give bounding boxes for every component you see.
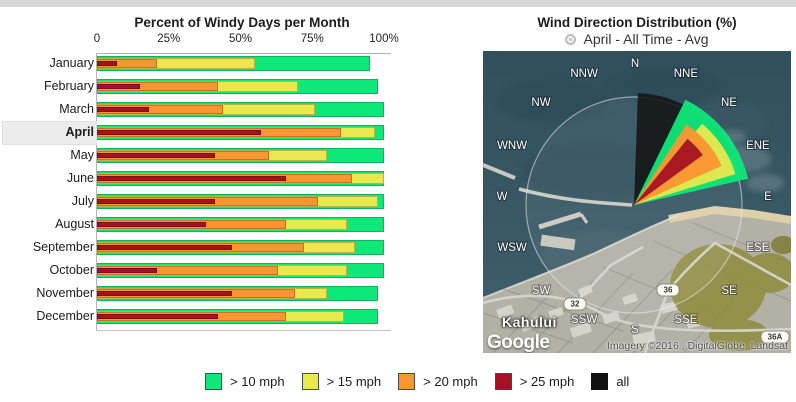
place-label: Kahului	[502, 314, 557, 330]
month-label[interactable]: July	[71, 194, 94, 208]
radio-icon[interactable]	[565, 33, 577, 45]
chart-title: Percent of Windy Days per Month	[134, 15, 350, 31]
month-label[interactable]: September	[32, 240, 94, 254]
bar-segment[interactable]	[97, 314, 218, 319]
buildings	[496, 234, 702, 346]
road-shield	[656, 283, 680, 297]
bar-segment[interactable]	[97, 199, 215, 204]
map[interactable]: N NNE NE ENE E ESE SE SSE S SSW SW WSW W WNW NW NNW 32 3…	[483, 51, 791, 353]
bar-segment[interactable]	[97, 245, 232, 250]
month-label[interactable]: August	[55, 217, 94, 231]
bar-segment[interactable]	[97, 266, 278, 275]
month-label[interactable]: February	[43, 79, 94, 93]
road-shield-label: 36A	[768, 333, 783, 342]
compass-label-ene: ENE	[746, 140, 770, 152]
bar-segment[interactable]	[97, 176, 287, 181]
road-shields: 32 36 36A	[563, 283, 790, 344]
x-tick-label: 75%	[300, 33, 324, 45]
legend-item: > 10 mph	[205, 373, 285, 390]
bar-segment[interactable]	[97, 130, 261, 135]
bar-segment[interactable]	[97, 59, 158, 68]
legend: > 10 mph > 15 mph > 20 mph > 25 mph all	[205, 373, 629, 390]
month-label[interactable]: April	[65, 125, 94, 139]
compass-label-wnw: WNW	[497, 140, 527, 152]
legend-item: > 20 mph	[398, 373, 478, 390]
dataset-selector[interactable]: April - All Time - Avg	[483, 30, 791, 48]
piers	[483, 163, 633, 230]
top-strip	[0, 0, 796, 7]
compass-label-w: W	[497, 191, 508, 203]
bar-segment[interactable]	[97, 82, 218, 91]
shoreline	[483, 214, 680, 299]
dataset-selector-label: April - All Time - Avg	[583, 31, 709, 47]
legend-swatch	[301, 373, 319, 390]
road-shield	[563, 297, 587, 311]
legend-swatch	[398, 373, 416, 390]
legend-label: all	[616, 374, 630, 389]
legend-swatch	[205, 373, 222, 390]
bar-segment[interactable]	[97, 107, 149, 112]
compass-label-wsw: WSW	[497, 242, 527, 254]
legend-swatch	[494, 373, 512, 390]
bar-segment[interactable]	[97, 153, 215, 158]
legend-label: > 10 mph	[230, 374, 285, 389]
month-label[interactable]: January	[49, 56, 94, 70]
selected-month-highlight	[2, 121, 97, 145]
compass-label-n: N	[631, 58, 639, 70]
month-label[interactable]: October	[49, 263, 94, 277]
x-tick-label: 25%	[157, 33, 181, 45]
month-label[interactable]: March	[59, 102, 94, 116]
road-shield	[760, 330, 790, 344]
compass-label-nne: NNE	[674, 68, 699, 80]
x-tick-label: 50%	[228, 33, 253, 45]
bar-segment[interactable]	[97, 291, 232, 296]
compass-label-nw: NW	[531, 97, 550, 109]
map-title: Wind Direction Distribution (%)	[537, 15, 737, 31]
month-label[interactable]: June	[66, 171, 94, 185]
month-label[interactable]: December	[36, 309, 94, 323]
bar-segment[interactable]	[97, 84, 140, 89]
y-axis-line	[96, 53, 97, 331]
compass-label-sse: SSE	[674, 314, 697, 326]
bar-segment[interactable]	[97, 222, 207, 227]
legend-item: > 25 mph	[494, 373, 575, 390]
legend-item: all	[591, 373, 629, 390]
month-label[interactable]: May	[70, 148, 94, 162]
legend-label: > 20 mph	[423, 374, 478, 389]
wind-rose	[634, 93, 748, 205]
bar-segment[interactable]	[97, 105, 224, 114]
compass-label-nnw: NNW	[570, 68, 598, 80]
legend-item: > 15 mph	[301, 373, 382, 390]
map-attribution: Imagery ©2016 , DigitalGlobe, Landsat	[606, 340, 788, 352]
compass-labels: N NNE NE ENE E ESE SE SSE S SSW SW WSW W WNW NW NNW	[496, 57, 774, 337]
compass-label-se: SE	[721, 285, 737, 297]
compass-label-ese: ESE	[746, 242, 769, 254]
compass-label-ssw: SSW	[571, 314, 597, 326]
x-tick-label: 100%	[369, 33, 399, 45]
legend-label: > 15 mph	[326, 374, 382, 389]
bar-segment[interactable]	[97, 58, 255, 69]
chart-bottom-line	[96, 330, 391, 331]
rose-petal-25mph	[634, 138, 703, 205]
x-tick-label: 0	[93, 33, 101, 45]
legend-swatch	[591, 373, 609, 390]
compass-label-e: E	[764, 191, 772, 203]
compass-label-sw: SW	[532, 285, 551, 297]
compass-label-s: S	[631, 324, 639, 336]
compass-label-ne: NE	[721, 97, 737, 109]
road-shield-label: 32	[571, 300, 580, 309]
google-logo[interactable]: Google	[487, 332, 550, 353]
bar-segment[interactable]	[97, 268, 158, 273]
beach	[668, 205, 791, 224]
x-axis-line	[96, 53, 391, 54]
bar-segment[interactable]	[97, 61, 118, 66]
road-shield-label: 36	[664, 286, 673, 295]
month-label[interactable]: November	[36, 286, 94, 300]
legend-label: > 25 mph	[519, 374, 575, 389]
